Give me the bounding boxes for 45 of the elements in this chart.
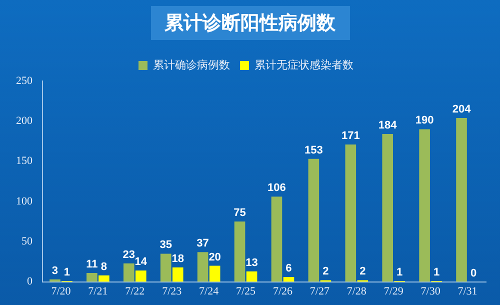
x-tick-label: 7/20 (51, 285, 72, 298)
data-label: 11 (86, 258, 98, 270)
data-label: 1 (434, 266, 440, 279)
data-label: 8 (100, 260, 108, 273)
legend-label: 累计确诊病例数 (153, 58, 230, 72)
y-tick-label: 200 (16, 115, 33, 128)
x-tick-label: 7/29 (384, 285, 404, 298)
x-tick-label: 7/27 (310, 285, 330, 298)
y-tick-label: 150 (16, 155, 33, 168)
x-tick-label: 7/23 (162, 285, 182, 298)
data-label: 184 (378, 120, 398, 132)
data-label: 153 (304, 144, 323, 156)
x-tick-label: 7/22 (125, 285, 145, 298)
data-label: 1 (396, 266, 403, 279)
x-tick-label: 7/21 (88, 285, 108, 298)
x-tick-label: 7/31 (458, 285, 478, 298)
data-label: 2 (322, 266, 329, 278)
x-tick-label: 7/30 (420, 285, 441, 298)
x-tick-label: 7/26 (272, 285, 294, 298)
data-label: 23 (122, 248, 136, 261)
data-label: 204 (452, 103, 472, 116)
data-label: 6 (286, 262, 292, 275)
data-label: 106 (268, 182, 286, 194)
data-label: 1 (64, 266, 70, 279)
data-label: 13 (246, 256, 258, 269)
data-label: 3 (52, 264, 58, 277)
y-tick-label: 250 (16, 74, 33, 87)
chart-title: 累计诊断阳性病例数 (150, 6, 350, 40)
legend-label: 累计无症状感染者数 (254, 58, 354, 72)
x-tick-label: 7/28 (346, 285, 367, 298)
data-label: 75 (234, 207, 246, 220)
data-label: 0 (470, 267, 477, 280)
data-label: 171 (341, 130, 360, 142)
y-tick-label: 50 (22, 236, 33, 248)
data-label: 14 (134, 256, 148, 268)
y-tick-label: 0 (27, 276, 33, 288)
x-tick-label: 7/25 (236, 285, 256, 298)
data-label: 35 (160, 239, 172, 252)
data-label: 20 (208, 251, 221, 264)
y-tick-label: 100 (16, 195, 33, 208)
x-tick-label: 7/24 (199, 285, 220, 298)
data-label: 18 (172, 252, 184, 265)
data-label: 190 (415, 114, 434, 127)
data-label: 2 (360, 266, 366, 278)
data-label: 37 (196, 238, 209, 250)
